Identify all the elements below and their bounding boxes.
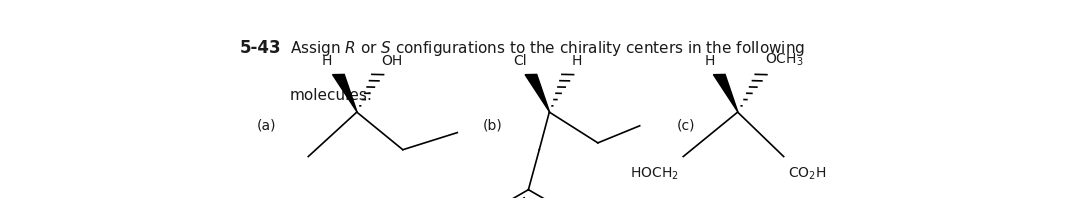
- Text: (c): (c): [676, 119, 696, 133]
- Text: molecules:: molecules:: [289, 88, 373, 103]
- Text: H: H: [322, 54, 332, 68]
- Text: H: H: [572, 54, 582, 68]
- Text: OCH$_3$: OCH$_3$: [766, 51, 804, 68]
- Text: (a): (a): [256, 119, 275, 133]
- Text: (b): (b): [483, 119, 502, 133]
- Text: HOCH$_2$: HOCH$_2$: [631, 165, 679, 182]
- Polygon shape: [525, 74, 550, 112]
- Text: H: H: [704, 54, 715, 68]
- Text: Assign $R$ or $S$ configurations to the chirality centers in the following: Assign $R$ or $S$ configurations to the …: [289, 39, 805, 57]
- Text: OH: OH: [381, 54, 403, 68]
- Polygon shape: [333, 74, 357, 112]
- Text: 5-43: 5-43: [240, 39, 281, 57]
- Polygon shape: [714, 74, 738, 112]
- Text: Cl: Cl: [513, 54, 527, 68]
- Text: CO$_2$H: CO$_2$H: [788, 165, 826, 182]
